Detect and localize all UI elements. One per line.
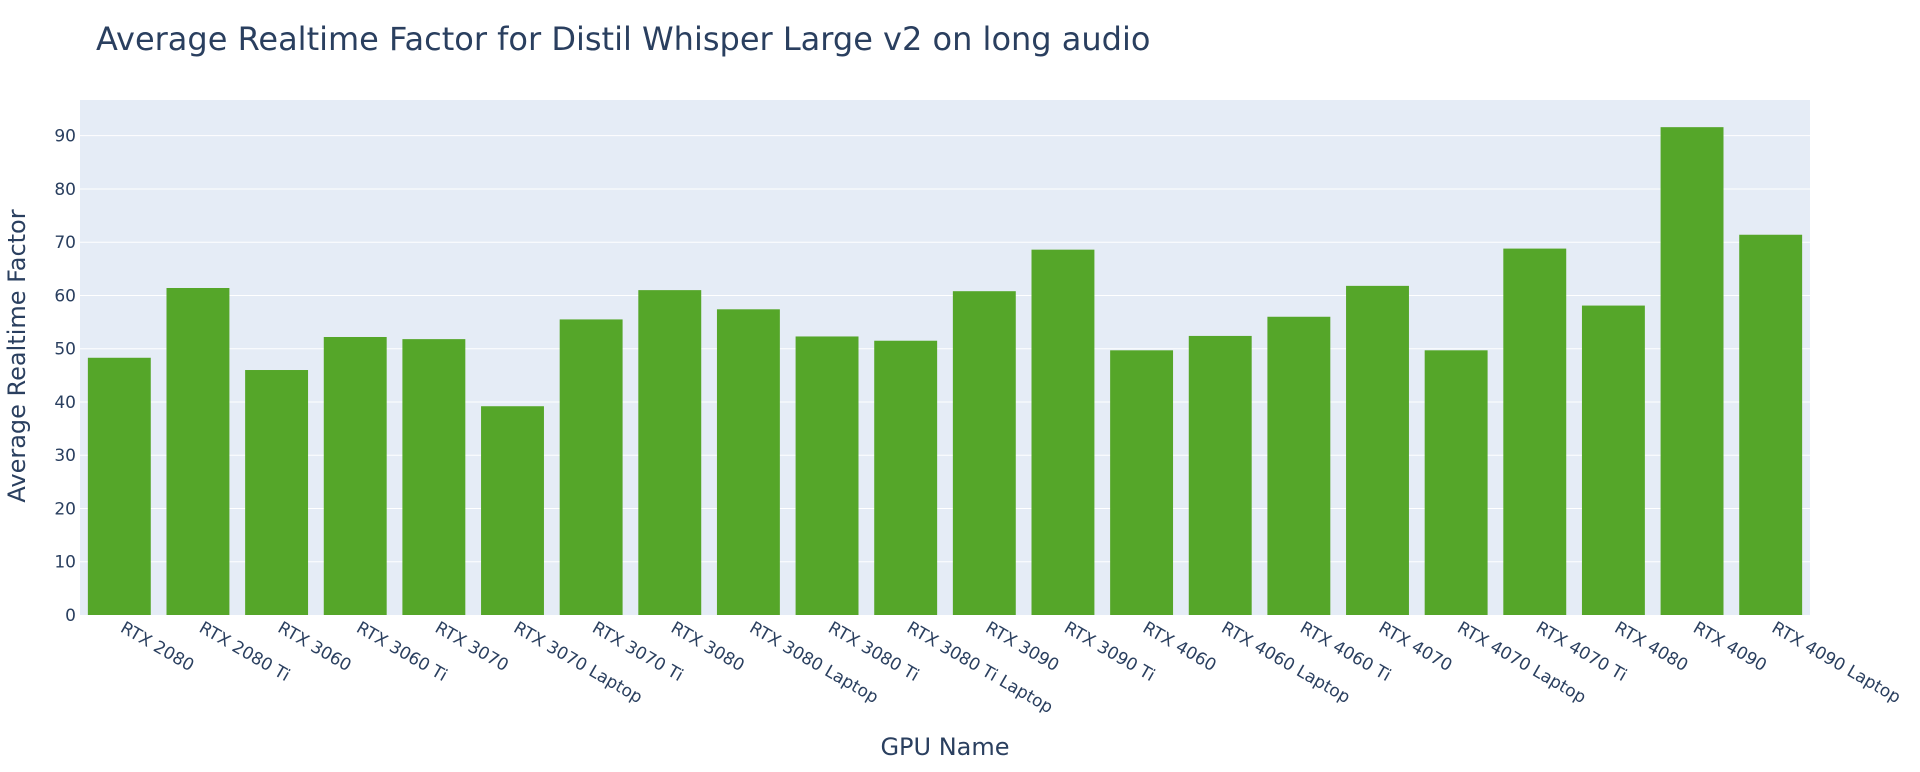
chart-title: Average Realtime Factor for Distil Whisp… bbox=[96, 20, 1150, 58]
y-tick-label: 90 bbox=[54, 127, 76, 147]
bar bbox=[1110, 350, 1174, 615]
bar bbox=[1031, 249, 1095, 615]
y-tick-label: 20 bbox=[54, 499, 76, 519]
bar bbox=[1346, 285, 1409, 615]
bar bbox=[1739, 234, 1803, 616]
x-tick-label: RTX 4070 Laptop bbox=[1454, 618, 1590, 708]
bar bbox=[874, 340, 938, 615]
y-tick-label: 30 bbox=[54, 446, 76, 466]
y-tick-label: 80 bbox=[54, 180, 76, 200]
y-tick-label: 10 bbox=[54, 553, 76, 573]
x-axis-title: GPU Name bbox=[880, 733, 1009, 761]
x-tick-label: RTX 3070 Laptop bbox=[510, 618, 646, 708]
bar bbox=[638, 290, 702, 615]
bar bbox=[1581, 305, 1645, 615]
bar bbox=[716, 309, 780, 615]
y-axis-title: Average Realtime Factor bbox=[3, 209, 31, 502]
bar bbox=[481, 406, 544, 615]
bar bbox=[323, 336, 387, 615]
y-tick-label: 0 bbox=[65, 606, 76, 626]
bar bbox=[795, 336, 859, 615]
bar bbox=[1267, 316, 1331, 615]
x-tick-label: RTX 4090 Laptop bbox=[1768, 618, 1904, 708]
y-tick-label: 40 bbox=[54, 393, 76, 413]
x-tick-label: RTX 2080 bbox=[117, 618, 197, 676]
bar bbox=[1424, 350, 1488, 615]
bar bbox=[1660, 127, 1724, 616]
x-tick-label: RTX 3080 Ti Laptop bbox=[903, 618, 1056, 718]
bars bbox=[87, 127, 1803, 616]
x-tick-label: RTX 4060 Laptop bbox=[1218, 618, 1354, 708]
bar bbox=[1503, 248, 1567, 615]
y-tick-label: 60 bbox=[54, 286, 76, 306]
bar bbox=[1188, 335, 1252, 615]
y-axis-ticks: 0 10 20 30 40 50 60 70 80 90 bbox=[54, 127, 76, 626]
bar bbox=[87, 357, 151, 615]
x-tick-label: RTX 3080 Laptop bbox=[746, 618, 882, 708]
y-tick-label: 50 bbox=[54, 340, 76, 360]
bar bbox=[402, 339, 466, 615]
x-tick-label: RTX 4090 bbox=[1690, 618, 1770, 676]
bar bbox=[559, 319, 623, 615]
bar bbox=[245, 370, 309, 615]
bar bbox=[952, 291, 1016, 615]
bar bbox=[166, 287, 230, 615]
y-tick-label: 70 bbox=[54, 233, 76, 253]
